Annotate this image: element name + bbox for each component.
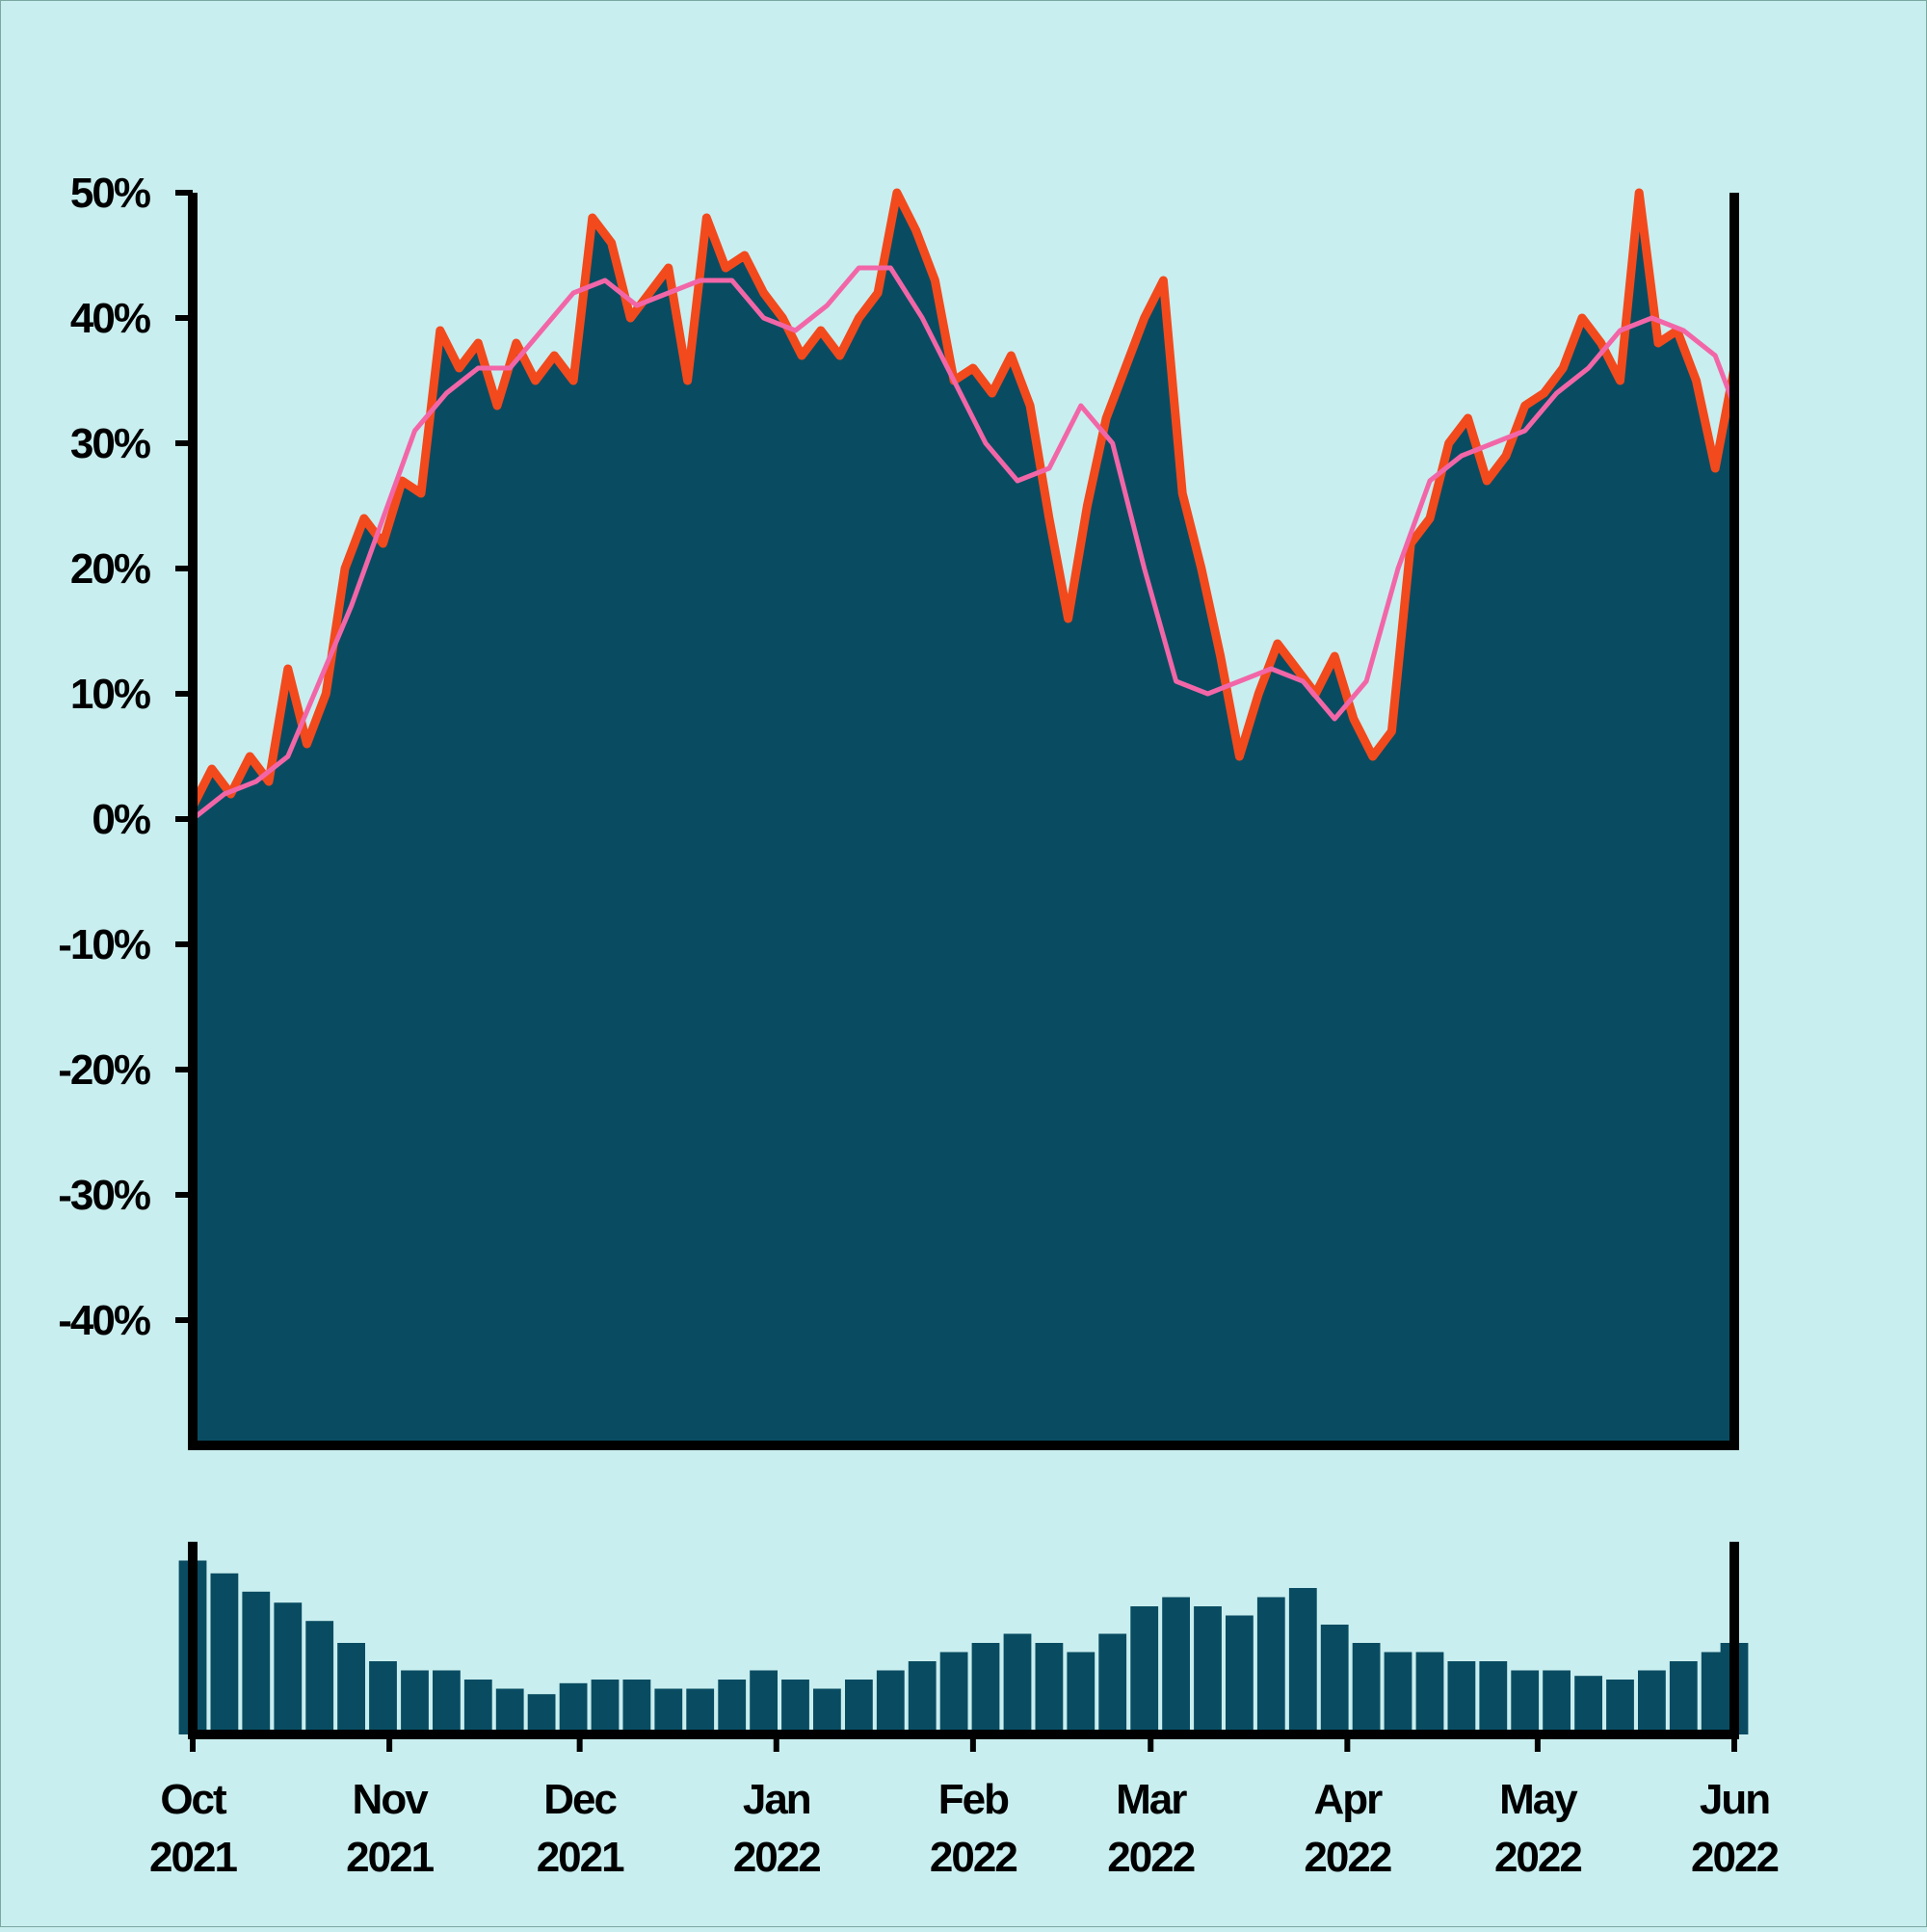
x-tick-label-year: 2021 xyxy=(537,1834,624,1881)
x-tick-label-year: 2022 xyxy=(1304,1834,1390,1881)
y-tick-label: 40% xyxy=(70,295,150,342)
volume-bar xyxy=(1574,1676,1602,1734)
moving-average-line xyxy=(191,265,1737,821)
x-axis: Oct 2021 Nov 2021 Dec 2021 Jan 2022 Feb 2022 Mar 20… xyxy=(149,1734,1780,1881)
volume-bar xyxy=(591,1680,620,1734)
volume-bar xyxy=(1256,1597,1285,1734)
volume-bar xyxy=(1638,1670,1666,1734)
area-fill xyxy=(193,193,1734,1445)
volume-bar xyxy=(559,1682,588,1734)
volume-bar xyxy=(305,1621,334,1734)
volume-bar xyxy=(1415,1652,1444,1734)
volume-bar xyxy=(495,1688,524,1734)
y-tick-label: 20% xyxy=(70,545,150,593)
volume-bar xyxy=(1447,1661,1476,1734)
x-tick-label-year: 2021 xyxy=(149,1834,237,1881)
volume-bar xyxy=(876,1670,905,1734)
volume-bar xyxy=(401,1670,429,1734)
volume-bar xyxy=(1511,1670,1540,1734)
volume-bar xyxy=(1003,1633,1032,1734)
volume-bar xyxy=(337,1643,365,1734)
x-tick-label-month: Nov xyxy=(353,1776,430,1823)
volume-bar xyxy=(845,1680,873,1734)
volume-bar xyxy=(433,1670,461,1734)
volume-bar xyxy=(1606,1680,1634,1734)
volume-bar xyxy=(908,1661,937,1734)
volume-bar xyxy=(622,1680,651,1734)
y-tick-label: 0% xyxy=(92,796,149,843)
volume-panel xyxy=(178,1542,1749,1739)
volume-bar xyxy=(1479,1661,1508,1734)
volume-bar xyxy=(718,1680,747,1734)
volume-bar xyxy=(1320,1625,1349,1734)
x-tick-label-year: 2022 xyxy=(1107,1834,1194,1881)
y-tick-label: -40% xyxy=(58,1297,150,1344)
volume-bar xyxy=(1288,1588,1317,1734)
volume-bar xyxy=(1162,1597,1190,1734)
y-tick-label: 30% xyxy=(70,420,150,467)
y-tick-label: 50% xyxy=(70,170,150,217)
volume-bar xyxy=(1352,1643,1381,1734)
volume-bar xyxy=(750,1670,778,1734)
volume-bar xyxy=(1098,1633,1127,1734)
volume-bar xyxy=(210,1573,239,1734)
volume-bar xyxy=(1226,1615,1254,1734)
volume-bar xyxy=(654,1688,683,1734)
volume-bar xyxy=(939,1652,968,1734)
y-axis: 50% 40% 30% 20% 10% 0% -10% -20% -30% -40% xyxy=(58,170,193,1344)
y-tick-label: -30% xyxy=(58,1172,150,1219)
volume-bar xyxy=(1669,1661,1698,1734)
x-tick-label-year: 2021 xyxy=(346,1834,434,1881)
x-tick-label-month: May xyxy=(1499,1776,1578,1823)
x-tick-label-year: 2022 xyxy=(1691,1834,1778,1881)
volume-bar xyxy=(242,1591,271,1734)
volume-bar xyxy=(274,1602,303,1734)
volume-bar xyxy=(1384,1652,1412,1734)
volume-bar xyxy=(686,1688,715,1734)
y-tick-label: -20% xyxy=(58,1046,150,1094)
volume-bar xyxy=(369,1661,397,1734)
x-tick-label-year: 2022 xyxy=(930,1834,1016,1881)
y-tick-label: 10% xyxy=(70,671,150,718)
x-tick-label-year: 2022 xyxy=(733,1834,820,1881)
x-tick-label-month: Feb xyxy=(938,1776,1009,1823)
volume-bar xyxy=(1067,1652,1095,1734)
x-tick-label-month: Jan xyxy=(743,1776,810,1823)
volume-bar xyxy=(1543,1670,1571,1734)
x-tick-label-month: Apr xyxy=(1313,1776,1383,1823)
volume-bar xyxy=(527,1694,556,1734)
x-tick-label-month: Mar xyxy=(1116,1776,1187,1823)
volume-bar xyxy=(1035,1643,1064,1734)
volume-bar xyxy=(1194,1606,1222,1734)
volume-bar xyxy=(463,1680,492,1734)
x-tick-label-year: 2022 xyxy=(1494,1834,1581,1881)
price-panel xyxy=(188,188,1739,1450)
y-tick-label: -10% xyxy=(58,921,150,968)
x-tick-label-month: Jun xyxy=(1700,1776,1769,1823)
x-tick-label-month: Dec xyxy=(543,1776,617,1823)
volume-bar xyxy=(1130,1606,1159,1734)
x-tick-label-month: Oct xyxy=(160,1776,227,1823)
volume-bar xyxy=(813,1688,841,1734)
volume-bar xyxy=(781,1680,809,1734)
volume-bar xyxy=(971,1643,1000,1734)
